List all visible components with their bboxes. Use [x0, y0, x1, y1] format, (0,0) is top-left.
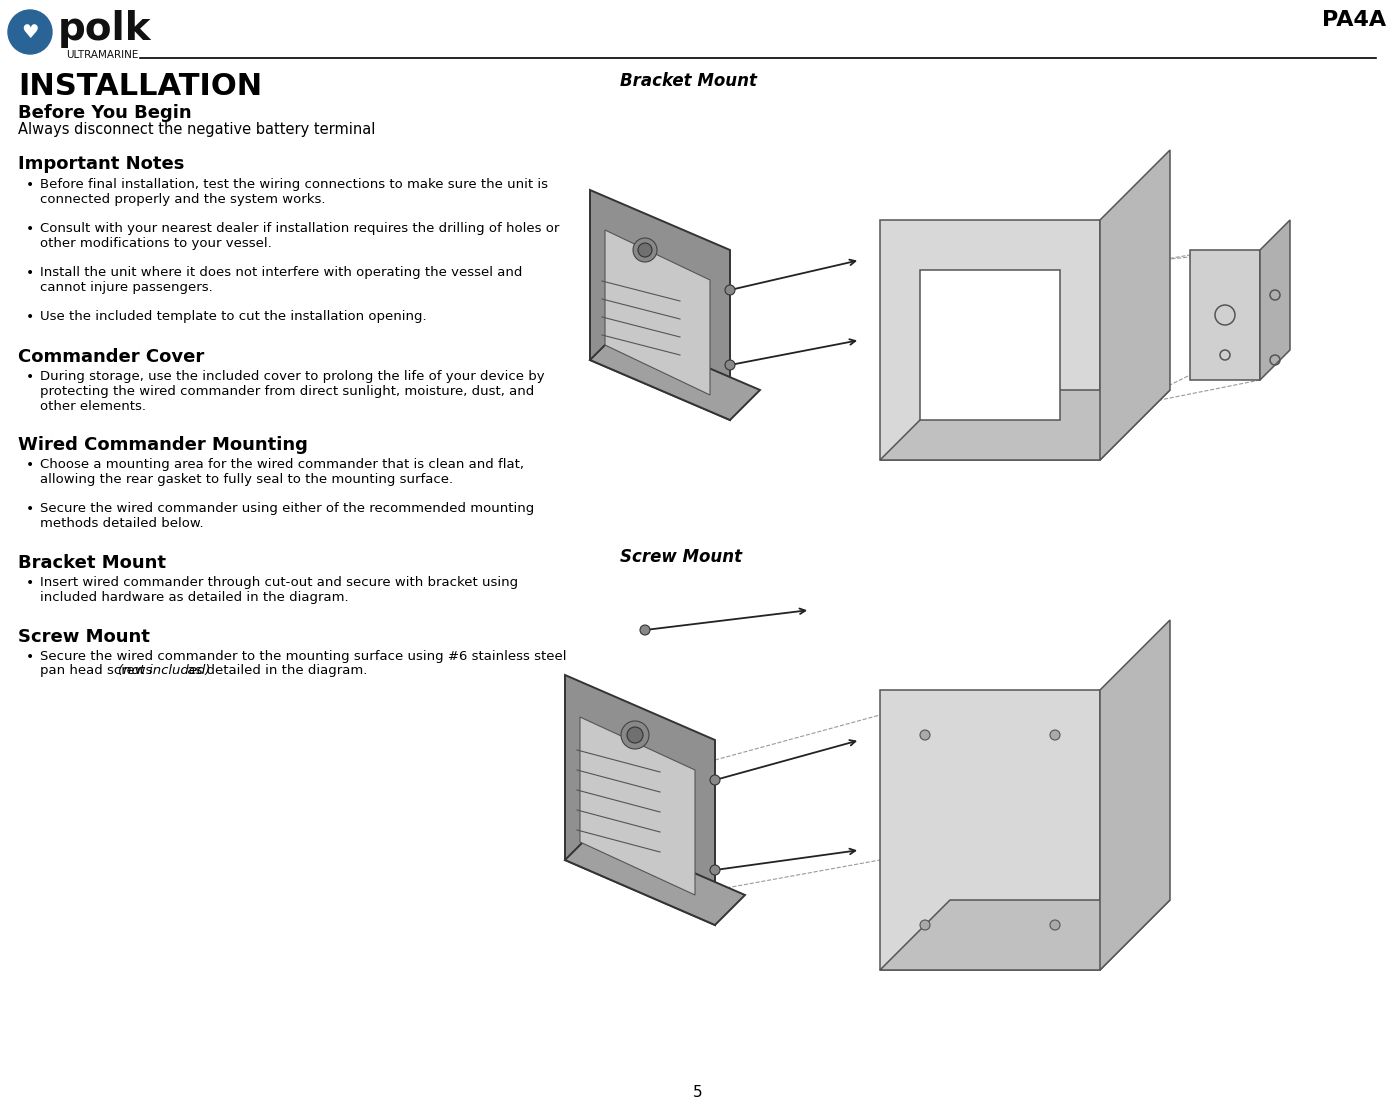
Text: Secure the wired commander to the mounting surface using #6 stainless steel: Secure the wired commander to the mounti…: [40, 650, 567, 663]
Text: 5: 5: [694, 1085, 702, 1100]
Circle shape: [920, 920, 930, 930]
Text: (not included): (not included): [117, 664, 209, 677]
Polygon shape: [1100, 150, 1170, 460]
Text: •: •: [27, 310, 35, 324]
Circle shape: [725, 285, 736, 295]
Polygon shape: [565, 675, 715, 925]
Text: as detailed in the diagram.: as detailed in the diagram.: [183, 664, 367, 677]
Text: •: •: [27, 371, 35, 384]
Text: Before final installation, test the wiring connections to make sure the unit is
: Before final installation, test the wiri…: [40, 177, 549, 206]
Text: •: •: [27, 458, 35, 472]
Polygon shape: [591, 330, 759, 420]
Text: •: •: [27, 650, 35, 664]
Text: INSTALLATION: INSTALLATION: [18, 73, 262, 102]
Polygon shape: [591, 190, 730, 420]
Circle shape: [711, 865, 720, 875]
Text: ♥: ♥: [21, 22, 39, 41]
Circle shape: [632, 238, 658, 262]
Text: Consult with your nearest dealer if installation requires the drilling of holes : Consult with your nearest dealer if inst…: [40, 222, 560, 250]
Text: Commander Cover: Commander Cover: [18, 348, 204, 366]
Text: •: •: [27, 177, 35, 192]
Circle shape: [725, 360, 736, 371]
Text: Always disconnect the negative battery terminal: Always disconnect the negative battery t…: [18, 122, 376, 137]
Text: polk: polk: [59, 10, 152, 48]
Circle shape: [627, 727, 644, 743]
Text: pan head screws: pan head screws: [40, 664, 156, 677]
Circle shape: [1050, 920, 1060, 930]
Polygon shape: [879, 690, 1100, 970]
Text: •: •: [27, 266, 35, 280]
Polygon shape: [1261, 220, 1290, 381]
Circle shape: [711, 775, 720, 785]
Text: •: •: [27, 502, 35, 516]
Polygon shape: [1189, 250, 1261, 381]
Text: ULTRAMARINE: ULTRAMARINE: [66, 50, 138, 60]
Circle shape: [621, 721, 649, 749]
Text: PA4A: PA4A: [1322, 10, 1386, 30]
Circle shape: [638, 243, 652, 257]
Polygon shape: [920, 270, 1060, 420]
Text: •: •: [27, 576, 35, 590]
Polygon shape: [579, 716, 695, 895]
Text: Bracket Mount: Bracket Mount: [18, 554, 166, 573]
Polygon shape: [604, 230, 711, 395]
Text: Screw Mount: Screw Mount: [620, 548, 743, 566]
Text: Screw Mount: Screw Mount: [18, 628, 149, 646]
Text: Bracket Mount: Bracket Mount: [620, 73, 757, 90]
Text: Before You Begin: Before You Begin: [18, 104, 191, 122]
Text: Insert wired commander through cut-out and secure with bracket using
included ha: Insert wired commander through cut-out a…: [40, 576, 518, 604]
Polygon shape: [879, 220, 1100, 460]
Text: •: •: [27, 222, 35, 235]
Polygon shape: [879, 899, 1170, 970]
Polygon shape: [879, 389, 1170, 460]
Polygon shape: [565, 830, 745, 925]
Circle shape: [1050, 730, 1060, 740]
Text: During storage, use the included cover to prolong the life of your device by
pro: During storage, use the included cover t…: [40, 371, 544, 413]
Text: Wired Commander Mounting: Wired Commander Mounting: [18, 436, 309, 454]
Text: Choose a mounting area for the wired commander that is clean and flat,
allowing : Choose a mounting area for the wired com…: [40, 458, 524, 485]
Circle shape: [8, 10, 52, 54]
Text: Important Notes: Important Notes: [18, 155, 184, 173]
Polygon shape: [1100, 620, 1170, 970]
Circle shape: [639, 625, 651, 635]
Text: Secure the wired commander using either of the recommended mounting
methods deta: Secure the wired commander using either …: [40, 502, 535, 530]
Text: Install the unit where it does not interfere with operating the vessel and
canno: Install the unit where it does not inter…: [40, 266, 522, 294]
Circle shape: [920, 730, 930, 740]
Text: Use the included template to cut the installation opening.: Use the included template to cut the ins…: [40, 310, 427, 323]
